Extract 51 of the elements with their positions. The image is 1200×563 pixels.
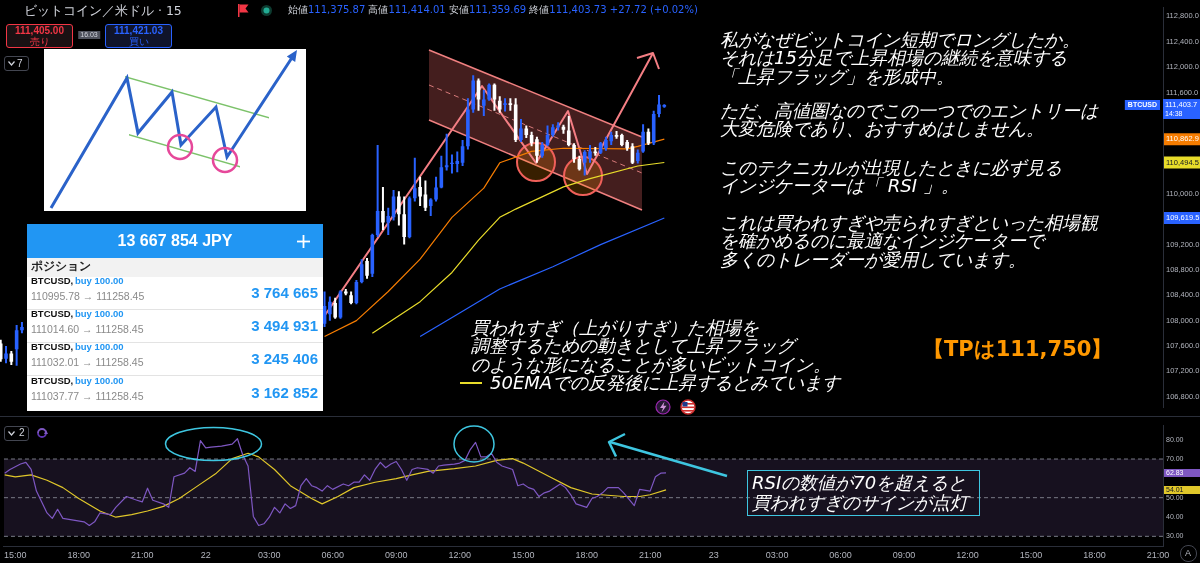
annotation: 3 162 852: [251, 383, 318, 401]
annotation: buy 100.00: [75, 308, 124, 321]
annotation: buy 100.00: [75, 374, 124, 387]
annotation: 3 494 931: [251, 317, 318, 335]
x-tick-label: 03:00: [765, 549, 789, 560]
annotation: 111,421.03: [114, 25, 163, 37]
x-tick-label: 21:00: [130, 549, 154, 560]
annotation: 私がなぜビットコイン短期でロングしたか。それは15分足で上昇相場の継続を意味する「上昇フラッグ」を形成中。: [720, 29, 1080, 87]
annotation: 13 667 854 JPY: [117, 231, 233, 250]
x-tick-label: 15:00: [4, 549, 27, 560]
x-tick-label: 15:00: [1019, 549, 1043, 560]
annotation: 3 245 406: [251, 350, 318, 368]
x-tick-label: 22: [200, 549, 211, 560]
chart-title: ビットコイン／米ドル · 15: [24, 3, 182, 18]
annotation: 111014.60 → 111258.45: [31, 323, 144, 336]
annotation: 111037.77 → 111258.45: [31, 389, 144, 402]
x-tick-label: 12:00: [956, 549, 979, 560]
annotation: このテクニカルが出現したときに必ず見るインジケーターは「 RSI 」。: [720, 157, 1062, 197]
annotation: 111032.01 → 111258.45: [31, 356, 144, 369]
annotation: 売り: [29, 36, 50, 47]
x-tick-label: 03:00: [257, 549, 281, 560]
x-tick-label: 06:00: [321, 549, 344, 560]
x-tick-label: 06:00: [829, 549, 852, 560]
chart-subtitle: 始値111,375.87 高値111,414.01 安値111,359.69 終値111,403.73 +27.72 (+0.02%): [288, 4, 698, 15]
annotation: buy 100.00: [75, 275, 124, 287]
annotation: これは買われすぎや売られすぎといった相場観を確かめるのに最適なインジケーターで多くのトレーダーが愛用しています。: [720, 212, 1098, 270]
annotation: BTCUSD,: [31, 341, 74, 354]
x-tick-label: 09:00: [892, 549, 916, 560]
x-tick-label: 18:00: [1083, 549, 1106, 560]
annotation: 【TPは111,750】: [923, 337, 1113, 361]
annotation: BTCUSD,: [31, 275, 74, 287]
annotation: 3 764 665: [251, 284, 318, 301]
annotation: 2: [19, 427, 25, 439]
text: A: [1184, 548, 1192, 558]
annotation: BTCUSD,: [31, 308, 74, 321]
x-tick-label: 18:00: [67, 549, 91, 560]
annotation: 111,405.00: [15, 25, 64, 36]
annotation: ポジション: [31, 259, 91, 274]
annotation: ただ、高値圏なのでこの一つでのエントリーは大変危険であり、おすすめはしません。: [720, 100, 1098, 140]
x-tick-label: 21:00: [638, 549, 662, 560]
annotation: 7: [17, 57, 23, 70]
x-tick-label: 23: [708, 549, 719, 560]
annotation: 110995.78 → 111258.45: [31, 290, 145, 302]
annotation: buy 100.00: [75, 341, 124, 354]
annotation: 買い: [128, 36, 149, 47]
x-tick-label: 09:00: [384, 549, 408, 560]
annotation: BTCUSD,: [31, 374, 74, 387]
x-tick-label: 18:00: [575, 549, 598, 560]
x-tick-label: 21:00: [1146, 549, 1170, 560]
x-tick-label: 12:00: [448, 549, 471, 560]
x-tick-label: 15:00: [511, 549, 535, 560]
